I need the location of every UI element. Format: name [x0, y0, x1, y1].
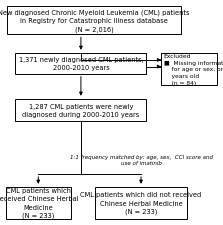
Text: 1:1 frequency matched by: age, sex,  CCI score and
use of imatinib: 1:1 frequency matched by: age, sex, CCI … [70, 154, 213, 166]
Text: New diagnosed Chronic Myeloid Leukemia (CML) patients
in Registry for Catastroph: New diagnosed Chronic Myeloid Leukemia (… [0, 9, 190, 33]
FancyBboxPatch shape [6, 187, 70, 219]
FancyBboxPatch shape [15, 54, 147, 74]
FancyBboxPatch shape [15, 99, 147, 121]
Text: CML patients which did not received
Chinese Herbal Medicine
(N = 233): CML patients which did not received Chin… [80, 191, 202, 214]
Text: 1,287 CML patients were newly
diagnosed during 2000-2010 years: 1,287 CML patients were newly diagnosed … [22, 103, 140, 117]
FancyBboxPatch shape [7, 7, 182, 35]
Text: 1,371 newly diagnosed CML patients,
2000-2010 years: 1,371 newly diagnosed CML patients, 2000… [19, 57, 143, 71]
Text: CML patients which
received Chinese Herbal
Medicine
(N = 233): CML patients which received Chinese Herb… [0, 187, 79, 218]
Text: Excluded
■  Missing information
    for age or sex, or >18
    years old
    (n : Excluded ■ Missing information for age o… [164, 54, 223, 86]
FancyBboxPatch shape [95, 187, 187, 219]
FancyBboxPatch shape [161, 54, 217, 86]
